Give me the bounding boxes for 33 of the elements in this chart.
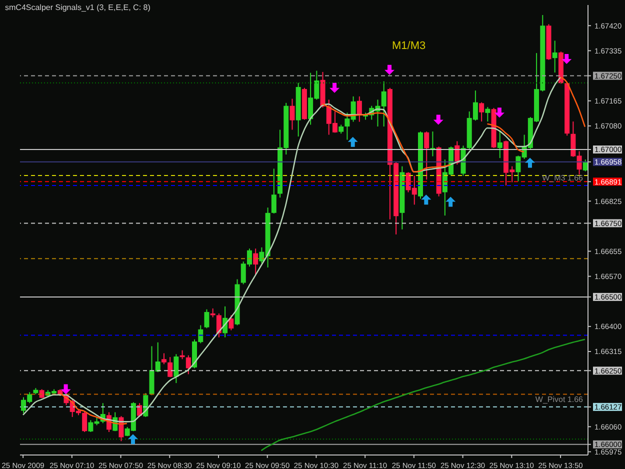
line-series <box>260 338 586 452</box>
annotation: M1/M3 <box>392 40 426 52</box>
candlestick <box>204 308 210 329</box>
point <box>128 434 138 444</box>
point <box>562 54 572 64</box>
candlestick <box>228 314 234 331</box>
ref-line-label: W_Pivot 1.66 <box>535 394 584 404</box>
point <box>524 158 535 168</box>
candlestick <box>497 130 502 159</box>
candlestick <box>485 106 490 122</box>
point <box>348 136 358 147</box>
ref-line-label: W_M3 1.66 <box>542 173 584 182</box>
candlestick <box>174 354 179 384</box>
point <box>384 64 395 75</box>
point <box>421 194 432 205</box>
candlestick <box>479 102 484 122</box>
point <box>446 196 456 207</box>
candlestick <box>271 168 276 214</box>
candlestick <box>253 248 258 276</box>
point <box>433 114 444 125</box>
candlestick <box>424 131 430 180</box>
candlestick <box>290 98 295 130</box>
candlestick <box>186 354 191 375</box>
candlestick <box>356 96 362 122</box>
candlestick <box>82 410 88 432</box>
candlestick <box>216 312 222 338</box>
candlestick <box>161 352 166 365</box>
chart-title: smC4Scalper Signals_v1 (3, E,E,E, C: 8) <box>5 3 150 12</box>
point <box>60 384 71 394</box>
candlestick <box>168 356 173 378</box>
candlestick <box>552 40 558 74</box>
point <box>494 108 504 118</box>
point <box>330 82 340 93</box>
